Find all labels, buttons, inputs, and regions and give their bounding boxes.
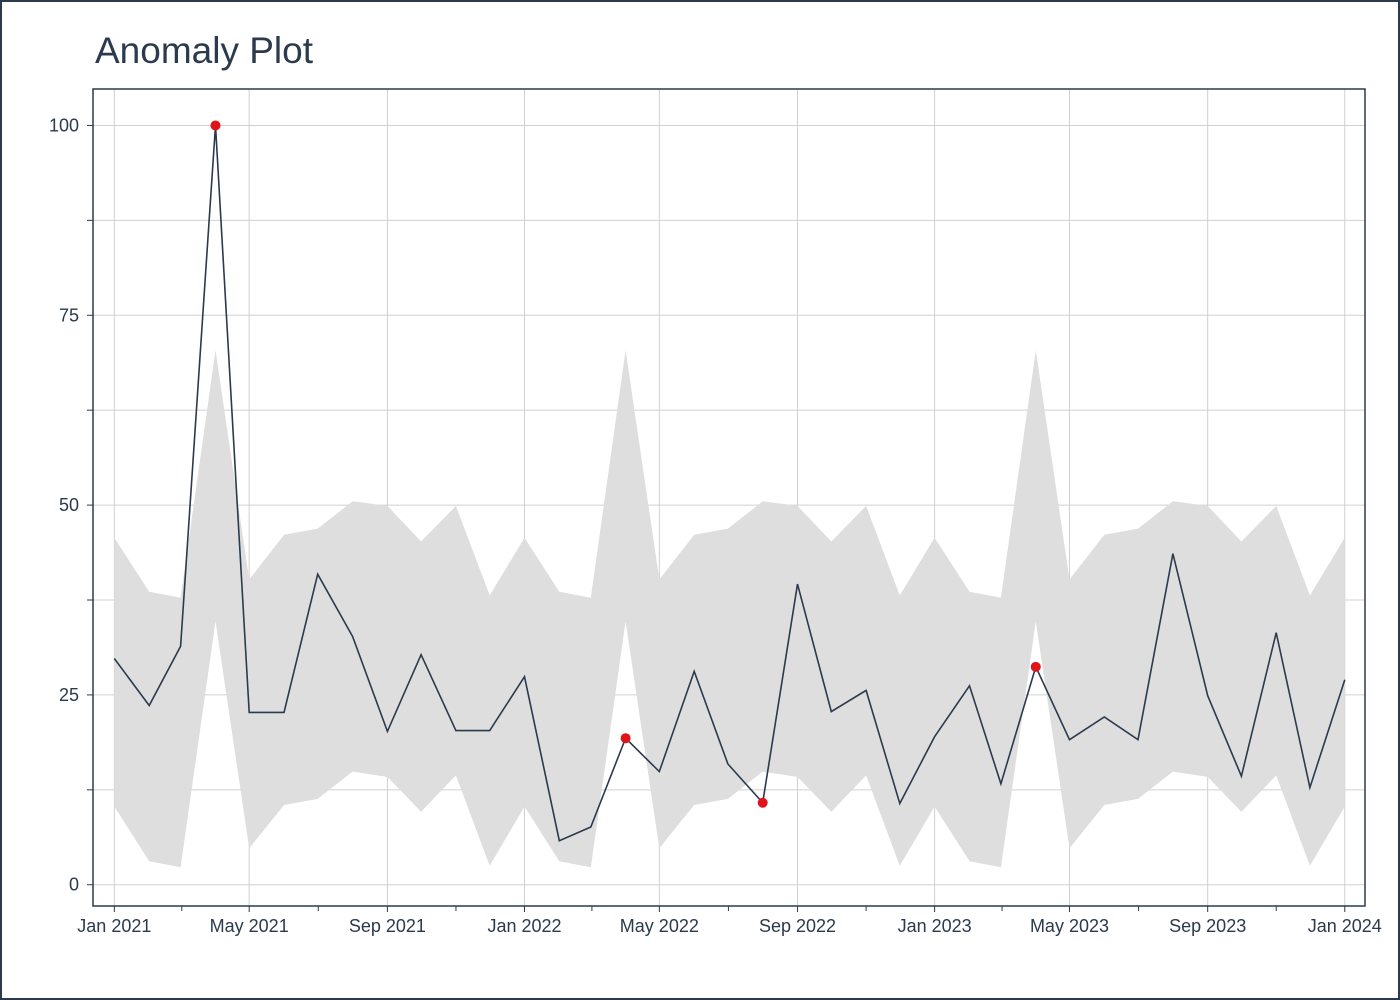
y-tick-label: 25 [59,685,79,705]
expected-range-band [114,350,1345,868]
x-tick-label: Jan 2023 [898,916,972,936]
anomaly-point [1030,661,1041,672]
chart-title: Anomaly Plot [95,30,313,71]
anomaly-markers [210,120,1041,808]
x-tick-label: Sep 2023 [1169,916,1246,936]
y-tick-label: 100 [49,115,79,135]
series-line [113,125,1346,842]
anomaly-point [757,797,768,808]
x-tick-label: May 2022 [620,916,699,936]
y-tick-label: 0 [69,875,79,895]
x-tick-label: May 2023 [1030,916,1109,936]
x-tick-label: Jan 2024 [1308,916,1382,936]
y-tick-label: 50 [59,495,79,515]
anomaly-point [210,120,221,131]
anomaly-point [620,733,631,744]
x-tick-label: Sep 2021 [349,916,426,936]
x-tick-label: Jan 2022 [487,916,561,936]
x-tick-label: Jan 2021 [77,916,151,936]
x-tick-label: May 2021 [210,916,289,936]
x-axis: Jan 2021 May 2021 Sep 2021 Jan 2022 May 2022… [77,906,1382,936]
y-tick-label: 75 [59,305,79,325]
y-axis: 0 25 50 75 100 [49,115,93,895]
x-tick-label: Sep 2022 [759,916,836,936]
plot-area-border [92,88,1366,907]
